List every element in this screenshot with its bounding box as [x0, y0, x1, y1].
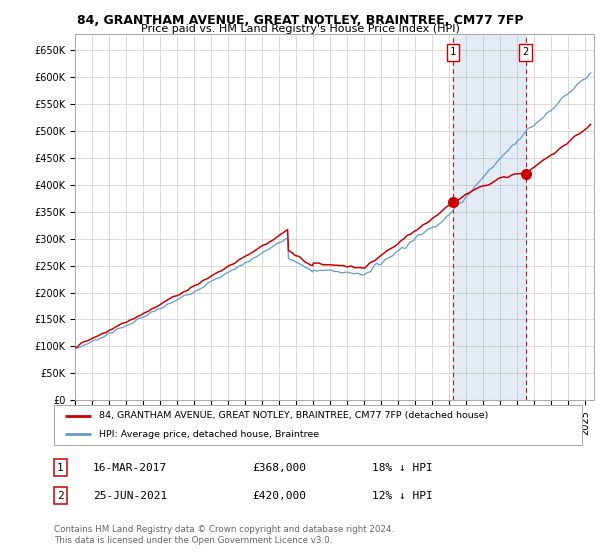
- Text: £420,000: £420,000: [252, 491, 306, 501]
- Bar: [453, 34, 526, 400]
- Text: 12% ↓ HPI: 12% ↓ HPI: [372, 491, 433, 501]
- Text: 84, GRANTHAM AVENUE, GREAT NOTLEY, BRAINTREE, CM77 7FP (detached house): 84, GRANTHAM AVENUE, GREAT NOTLEY, BRAIN…: [99, 411, 488, 420]
- Text: 1: 1: [450, 48, 456, 58]
- Text: Price paid vs. HM Land Registry's House Price Index (HPI): Price paid vs. HM Land Registry's House …: [140, 24, 460, 34]
- Text: 25-JUN-2021: 25-JUN-2021: [93, 491, 167, 501]
- Text: 84, GRANTHAM AVENUE, GREAT NOTLEY, BRAINTREE, CM77 7FP: 84, GRANTHAM AVENUE, GREAT NOTLEY, BRAIN…: [77, 14, 523, 27]
- Text: 2: 2: [57, 491, 64, 501]
- Text: 1: 1: [57, 463, 64, 473]
- Text: £368,000: £368,000: [252, 463, 306, 473]
- Text: Contains HM Land Registry data © Crown copyright and database right 2024.
This d: Contains HM Land Registry data © Crown c…: [54, 525, 394, 545]
- Text: 16-MAR-2017: 16-MAR-2017: [93, 463, 167, 473]
- Text: 2: 2: [523, 48, 529, 58]
- Text: 18% ↓ HPI: 18% ↓ HPI: [372, 463, 433, 473]
- Text: HPI: Average price, detached house, Braintree: HPI: Average price, detached house, Brai…: [99, 430, 319, 439]
